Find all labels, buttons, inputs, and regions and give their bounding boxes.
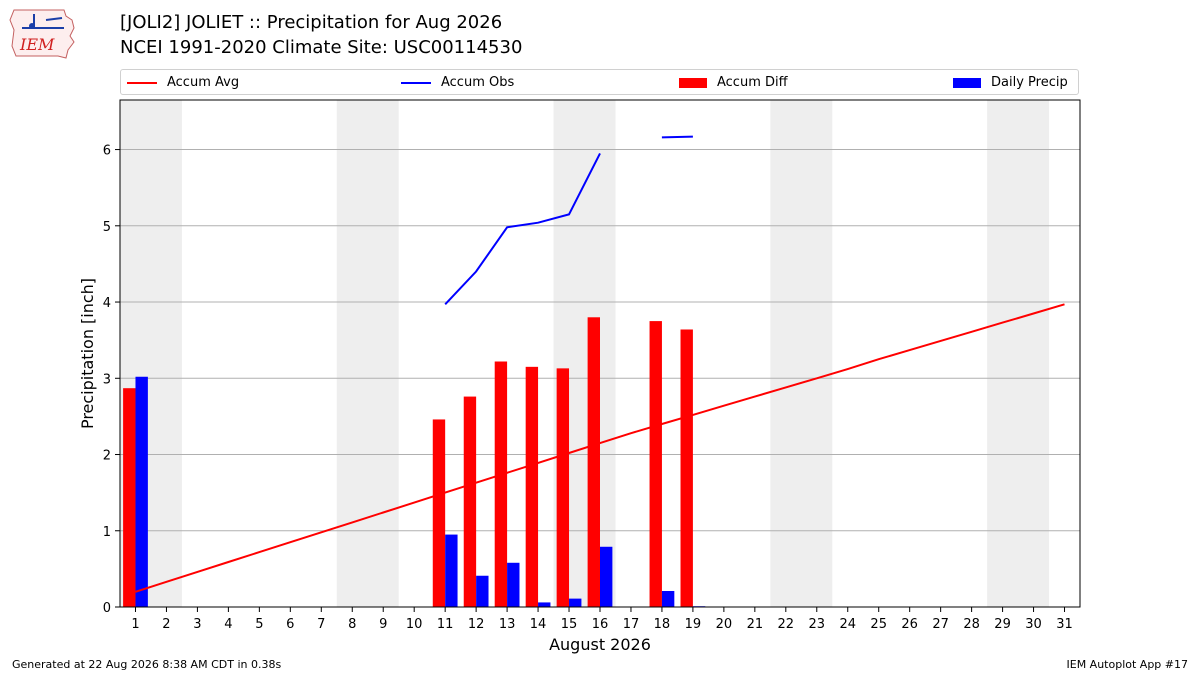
x-axis-label: August 2026 bbox=[549, 635, 651, 654]
legend-label-accum-diff: Accum Diff bbox=[717, 75, 788, 90]
x-tick-label: 24 bbox=[839, 617, 856, 632]
x-tick-label: 23 bbox=[809, 617, 826, 632]
chart-subtitle: NCEI 1991-2020 Climate Site: USC00114530 bbox=[120, 37, 523, 58]
bar-daily-precip bbox=[445, 534, 458, 607]
bar-daily-precip bbox=[569, 598, 582, 607]
x-tick-label: 12 bbox=[468, 617, 485, 632]
legend-label-accum-avg: Accum Avg bbox=[167, 75, 240, 90]
y-tick-label: 3 bbox=[103, 372, 111, 387]
bar-daily-precip bbox=[507, 562, 520, 607]
legend-swatch-accum-obs bbox=[401, 81, 431, 84]
x-tick-label: 20 bbox=[716, 617, 733, 632]
chart-title: [JOLI2] JOLIET :: Precipitation for Aug … bbox=[120, 12, 503, 33]
x-tick-label: 16 bbox=[592, 617, 609, 632]
x-tick-label: 7 bbox=[317, 617, 325, 632]
bar-daily-precip bbox=[135, 376, 148, 607]
x-tick-label: 9 bbox=[379, 617, 387, 632]
y-tick-label: 5 bbox=[103, 220, 111, 235]
bar-accum-diff bbox=[525, 366, 539, 607]
x-tick-label: 8 bbox=[348, 617, 356, 632]
x-tick-label: 4 bbox=[224, 617, 232, 632]
y-tick-label: 1 bbox=[103, 525, 111, 540]
x-tick-label: 18 bbox=[654, 617, 671, 632]
x-tick-label: 22 bbox=[778, 617, 795, 632]
line-accum-obs bbox=[444, 152, 601, 305]
x-tick-label: 27 bbox=[932, 617, 949, 632]
legend-swatch-daily-precip bbox=[953, 77, 981, 88]
bar-accum-diff bbox=[463, 396, 477, 607]
x-tick-label: 14 bbox=[530, 617, 547, 632]
y-tick-label: 2 bbox=[103, 449, 111, 464]
x-tick-label: 2 bbox=[162, 617, 170, 632]
y-tick-label: 0 bbox=[103, 601, 111, 616]
x-tick-label: 26 bbox=[901, 617, 918, 632]
bar-accum-diff bbox=[649, 321, 662, 607]
legend-label-daily-precip: Daily Precip bbox=[991, 75, 1068, 90]
weekend-band bbox=[987, 100, 1050, 607]
bar-daily-precip bbox=[538, 602, 551, 607]
x-tick-label: 6 bbox=[286, 617, 294, 632]
generated-timestamp: Generated at 22 Aug 2026 8:38 AM CDT in … bbox=[12, 658, 282, 671]
legend-label-accum-obs: Accum Obs bbox=[441, 75, 515, 90]
weekend-band bbox=[336, 100, 399, 607]
x-tick-label: 15 bbox=[561, 617, 578, 632]
legend-swatch-accum-diff bbox=[679, 77, 707, 88]
bar-daily-precip bbox=[600, 546, 613, 607]
legend-item-daily-precip: Daily Precip bbox=[953, 74, 1068, 92]
legend-item-accum-diff: Accum Diff bbox=[679, 74, 788, 92]
svg-text:IEM: IEM bbox=[19, 35, 55, 54]
x-tick-label: 1 bbox=[131, 617, 139, 632]
x-tick-label: 21 bbox=[747, 617, 764, 632]
y-tick-label: 6 bbox=[103, 144, 111, 159]
x-tick-label: 3 bbox=[193, 617, 201, 632]
bar-accum-diff bbox=[587, 317, 600, 607]
bar-accum-diff bbox=[680, 329, 693, 607]
line-accum-obs bbox=[661, 135, 693, 139]
bar-daily-precip bbox=[476, 575, 489, 607]
x-tick-label: 30 bbox=[1025, 617, 1042, 632]
bar-accum-diff bbox=[432, 419, 446, 607]
iem-logo: IEM bbox=[9, 9, 75, 59]
x-tick-label: 25 bbox=[870, 617, 887, 632]
bar-accum-diff bbox=[494, 361, 508, 607]
legend-item-accum-obs: Accum Obs bbox=[401, 74, 514, 92]
legend-item-accum-avg: Accum Avg bbox=[127, 74, 239, 92]
y-tick-label: 4 bbox=[103, 296, 111, 311]
app-credit: IEM Autoplot App #17 bbox=[1066, 658, 1189, 671]
legend-swatch-accum-avg bbox=[127, 81, 157, 84]
weekend-band bbox=[770, 100, 833, 607]
line-accum-avg bbox=[135, 303, 1065, 593]
x-tick-label: 29 bbox=[994, 617, 1011, 632]
bar-daily-precip bbox=[661, 590, 675, 607]
y-axis-label: Precipitation [inch] bbox=[78, 278, 97, 429]
legend: Accum Avg Accum Obs Accum Diff Daily Pre… bbox=[120, 69, 1079, 95]
x-tick-label: 17 bbox=[623, 617, 640, 632]
x-tick-label: 10 bbox=[406, 617, 423, 632]
x-tick-label: 13 bbox=[499, 617, 516, 632]
x-tick-label: 11 bbox=[437, 617, 454, 632]
x-tick-label: 5 bbox=[255, 617, 263, 632]
x-tick-label: 28 bbox=[963, 617, 980, 632]
bar-accum-diff bbox=[556, 368, 570, 607]
plot-frame bbox=[119, 99, 1081, 608]
x-tick-label: 19 bbox=[685, 617, 702, 632]
bar-accum-diff bbox=[123, 388, 136, 607]
x-tick-label: 31 bbox=[1056, 617, 1073, 632]
